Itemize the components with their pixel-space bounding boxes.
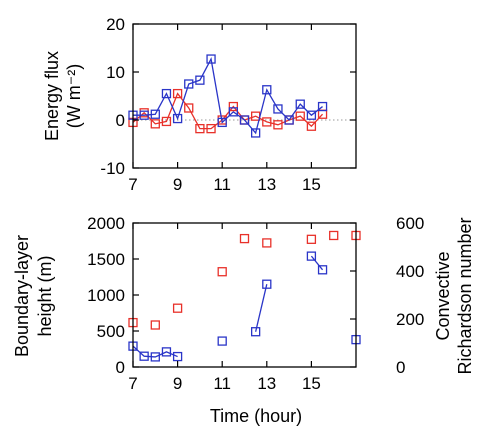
- bottom-x-tick-label: 9: [173, 374, 182, 393]
- bottom-left-y-ticks: 2000 1500 1000 500 0: [87, 214, 139, 377]
- height-point-4-2: [317, 265, 328, 275]
- richardson-point-6: [262, 238, 272, 248]
- top-x-tick-label: 13: [257, 175, 276, 194]
- flux-series-2-point-15: [284, 115, 294, 125]
- bottom-right-y-tick-label: 0: [396, 358, 405, 377]
- flux-series-1-point-7: [195, 123, 205, 134]
- richardson-point-8: [329, 230, 339, 241]
- height-point-2-1: [217, 336, 227, 346]
- flux-series-2-point-18: [317, 101, 328, 112]
- height-point-4-1: [306, 251, 317, 261]
- flux-series-2-point-5: [172, 113, 183, 124]
- flux-series-1-point-6: [184, 103, 194, 113]
- flux-series-1-line: [132, 92, 324, 130]
- flux-series-2-point-14: [273, 104, 283, 114]
- top-x-tick-label: 15: [302, 175, 321, 194]
- flux-series-2-point-8: [206, 54, 216, 64]
- bottom-right-y-ticks: 600 400 200 0: [350, 214, 424, 377]
- flux-series-2-point-3: [150, 109, 160, 119]
- bottom-x-ticks: 7 9 11 13 15: [128, 223, 321, 393]
- bottom-y-tick-label: 500: [97, 322, 125, 341]
- bottom-y-tick-label: 2000: [87, 214, 125, 233]
- flux-series-1-point-5: [172, 88, 183, 99]
- bottom-right-axis-label-line2: Richardson number: [455, 217, 475, 374]
- flux-series-1-point-3: [150, 119, 160, 129]
- flux-series-1-point-17: [306, 121, 317, 131]
- flux-series-1-point-14: [273, 120, 283, 130]
- flux-series-2-point-11: [239, 115, 250, 125]
- height-point-3-1: [250, 327, 261, 337]
- flux-series-2-point-7: [195, 75, 205, 85]
- flux-series-2-point-9: [217, 117, 227, 128]
- top-y-ticks: 20 10 0 -10: [100, 15, 356, 178]
- richardson-point-7: [306, 234, 317, 244]
- bottom-x-tick-label: 7: [128, 374, 137, 393]
- top-y-axis-label-line1: Energy flux: [42, 51, 62, 141]
- height-point-1-3: [150, 352, 160, 362]
- top-x-tick-label: 11: [213, 175, 231, 194]
- flux-series-2-point-4: [161, 88, 172, 99]
- height-segment-4-line: [310, 255, 324, 271]
- top-y-tick-label: -10: [100, 159, 125, 178]
- top-x-tick-label: 9: [173, 175, 182, 194]
- flux-series-1-point-13: [262, 117, 272, 127]
- richardson-point-5: [239, 233, 250, 244]
- bottom-y-axis-label-line1: Boundary-layer: [12, 235, 32, 357]
- flux-series-1-point-16: [295, 111, 305, 121]
- bottom-plot-frame: [132, 222, 357, 368]
- bottom-x-tick-label: 13: [257, 374, 276, 393]
- flux-series-2-point-17: [306, 110, 317, 120]
- bottom-y-axis-label-line2: height (m): [35, 255, 55, 336]
- top-y-tick-label: 20: [106, 15, 125, 34]
- bottom-y-tick-label: 0: [116, 358, 125, 377]
- boundary-layer-series-group: [128, 230, 361, 362]
- flux-series-2-point-10: [228, 107, 239, 117]
- richardson-point-4: [217, 267, 227, 277]
- bottom-right-axis-label-line1: Convective: [433, 251, 453, 340]
- top-y-tick-label: 10: [106, 63, 125, 82]
- bottom-x-tick-label: 15: [302, 374, 321, 393]
- flux-series-2-point-12: [250, 128, 261, 138]
- flux-series-1-point-4: [161, 116, 172, 127]
- height-point-1-4: [161, 347, 172, 357]
- richardson-point-3: [172, 303, 183, 313]
- richardson-point-2: [150, 320, 160, 330]
- bottom-right-y-tick-label: 400: [396, 262, 424, 281]
- bottom-right-y-tick-label: 600: [396, 214, 424, 233]
- flux-series-2-point-13: [262, 85, 272, 95]
- bottom-x-tick-label: 11: [213, 374, 231, 393]
- top-x-tick-label: 7: [128, 175, 137, 194]
- height-point-1-5: [172, 351, 183, 362]
- flux-series-2-point-2: [139, 110, 149, 120]
- energy-flux-series-group: [128, 54, 328, 138]
- flux-series-1-point-10: [228, 101, 239, 112]
- energy-flux-panel: 20 10 0 -10 7 9 11 13 15 Energy flux (W m⁻²): [42, 15, 357, 194]
- flux-series-1-point-8: [206, 123, 216, 134]
- x-axis-label: Time (hour): [210, 406, 302, 426]
- bottom-y-tick-label: 1500: [87, 250, 125, 269]
- top-plot-frame: [132, 23, 357, 169]
- bottom-y-tick-label: 1000: [87, 286, 125, 305]
- height-point-1-2: [139, 351, 149, 361]
- bottom-right-y-tick-label: 200: [396, 310, 424, 329]
- top-y-axis-label-line2: (W m⁻²): [64, 64, 84, 128]
- top-y-tick-label: 0: [116, 111, 125, 130]
- height-point-3-2: [262, 279, 272, 289]
- top-x-ticks: 7 9 11 13 15: [128, 24, 321, 194]
- flux-series-2-point-16: [295, 99, 305, 109]
- flux-series-2-point-6: [184, 79, 194, 89]
- height-segment-3-line: [255, 284, 268, 332]
